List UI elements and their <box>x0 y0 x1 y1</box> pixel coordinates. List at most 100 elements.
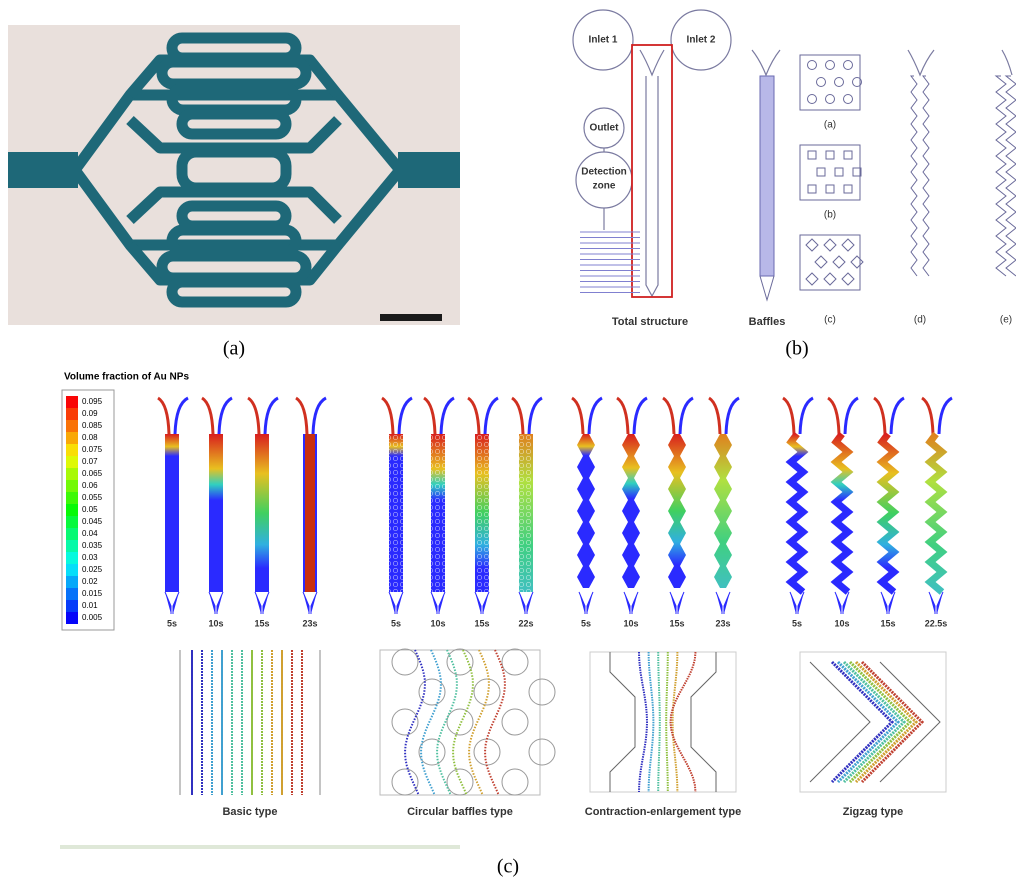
inlet <box>382 398 393 434</box>
colorbar-swatch <box>66 516 78 528</box>
channel <box>668 434 686 588</box>
streamline <box>658 652 660 792</box>
baffle <box>474 679 500 705</box>
colorbar-label: 0.01 <box>82 601 98 610</box>
outlet <box>881 592 895 614</box>
colorbar-label: 0.065 <box>82 469 103 478</box>
outlet <box>929 592 943 614</box>
baffle <box>844 61 853 70</box>
inlet <box>709 398 720 434</box>
streamline <box>671 652 696 792</box>
channel <box>577 434 595 588</box>
baffle <box>808 61 817 70</box>
outlet <box>760 276 774 300</box>
colorbar-label: 0.045 <box>82 517 103 526</box>
time-label: 15s <box>474 618 489 628</box>
baffle <box>842 273 854 285</box>
outlet <box>303 592 317 614</box>
inlet <box>922 398 933 434</box>
colorbar-label: 0.025 <box>82 565 103 574</box>
baffle <box>529 739 555 765</box>
streamline <box>856 662 916 782</box>
streamline <box>421 650 441 795</box>
outlet <box>624 592 638 614</box>
time-label: 15s <box>254 618 269 628</box>
wall <box>691 652 716 792</box>
sub-label: (a) <box>824 120 836 131</box>
inlet <box>512 398 523 434</box>
baffle <box>835 168 843 176</box>
inlet <box>158 398 169 434</box>
time-label: 5s <box>792 618 802 628</box>
colorbar-label: 0.055 <box>82 493 103 502</box>
inlet <box>783 398 794 434</box>
colorbar-swatch <box>66 612 78 624</box>
baffle <box>826 185 834 193</box>
baffle <box>824 239 836 251</box>
baffle <box>808 185 816 193</box>
outlet <box>255 592 269 614</box>
colorbar-swatch <box>66 588 78 600</box>
baffle-channel <box>760 76 774 276</box>
outlet <box>475 592 489 614</box>
channel <box>930 434 942 592</box>
figure: (a) Inlet 1 Inlet 2 Outlet Detection zon… <box>0 0 1016 880</box>
baffle <box>835 78 844 87</box>
channel <box>165 434 179 592</box>
colorbar-label: 0.005 <box>82 613 103 622</box>
sub-label: (d) <box>914 315 926 326</box>
schematic-b <box>573 10 1012 296</box>
baffle <box>529 679 555 705</box>
colorbar-swatch <box>66 600 78 612</box>
colorbar-title: Volume fraction of Au NPs <box>64 372 189 383</box>
outlet <box>835 592 849 614</box>
colorbar-swatch <box>66 492 78 504</box>
baffle <box>826 61 835 70</box>
baffles <box>389 434 403 592</box>
streamline <box>666 652 668 792</box>
inlet <box>175 398 188 434</box>
inset-box <box>590 652 736 792</box>
baffle <box>844 185 852 193</box>
colorbar-label: 0.015 <box>82 589 103 598</box>
inlet <box>248 398 259 434</box>
baffle <box>392 769 418 795</box>
inlet <box>726 398 739 434</box>
channel <box>836 434 848 592</box>
colorbar-swatch <box>66 528 78 540</box>
colorbar-swatch <box>66 540 78 552</box>
inlet-label: Inlet 1 <box>589 35 618 46</box>
colorbar-swatch <box>66 552 78 564</box>
baffle <box>806 239 818 251</box>
inset-box <box>380 650 540 795</box>
colorbar-swatch <box>66 576 78 588</box>
baffle-box <box>800 145 860 200</box>
coil <box>580 232 640 293</box>
inlet <box>617 398 628 434</box>
baffle <box>826 95 835 104</box>
inlet <box>219 398 232 434</box>
sub-label: (c) <box>824 315 836 326</box>
inlet <box>939 398 952 434</box>
outlet <box>165 592 179 614</box>
time-label: 10s <box>834 618 849 628</box>
colorbar-label: 0.08 <box>82 433 98 442</box>
channel-wall <box>911 76 917 276</box>
inlet <box>441 398 454 434</box>
inlet <box>680 398 693 434</box>
sub-label: (b) <box>824 210 836 221</box>
outlet <box>670 592 684 614</box>
baffle <box>833 256 845 268</box>
colorbar-label: 0.035 <box>82 541 103 550</box>
baffle <box>808 151 816 159</box>
baffle <box>447 709 473 735</box>
inlet <box>313 398 326 434</box>
channel <box>714 434 732 588</box>
inlet <box>572 398 583 434</box>
baffles <box>475 434 489 592</box>
streamline <box>469 650 489 795</box>
colorbar-label: 0.06 <box>82 481 98 490</box>
baffle <box>502 769 528 795</box>
colorbar-label: 0.07 <box>82 457 98 466</box>
inlet <box>828 398 839 434</box>
